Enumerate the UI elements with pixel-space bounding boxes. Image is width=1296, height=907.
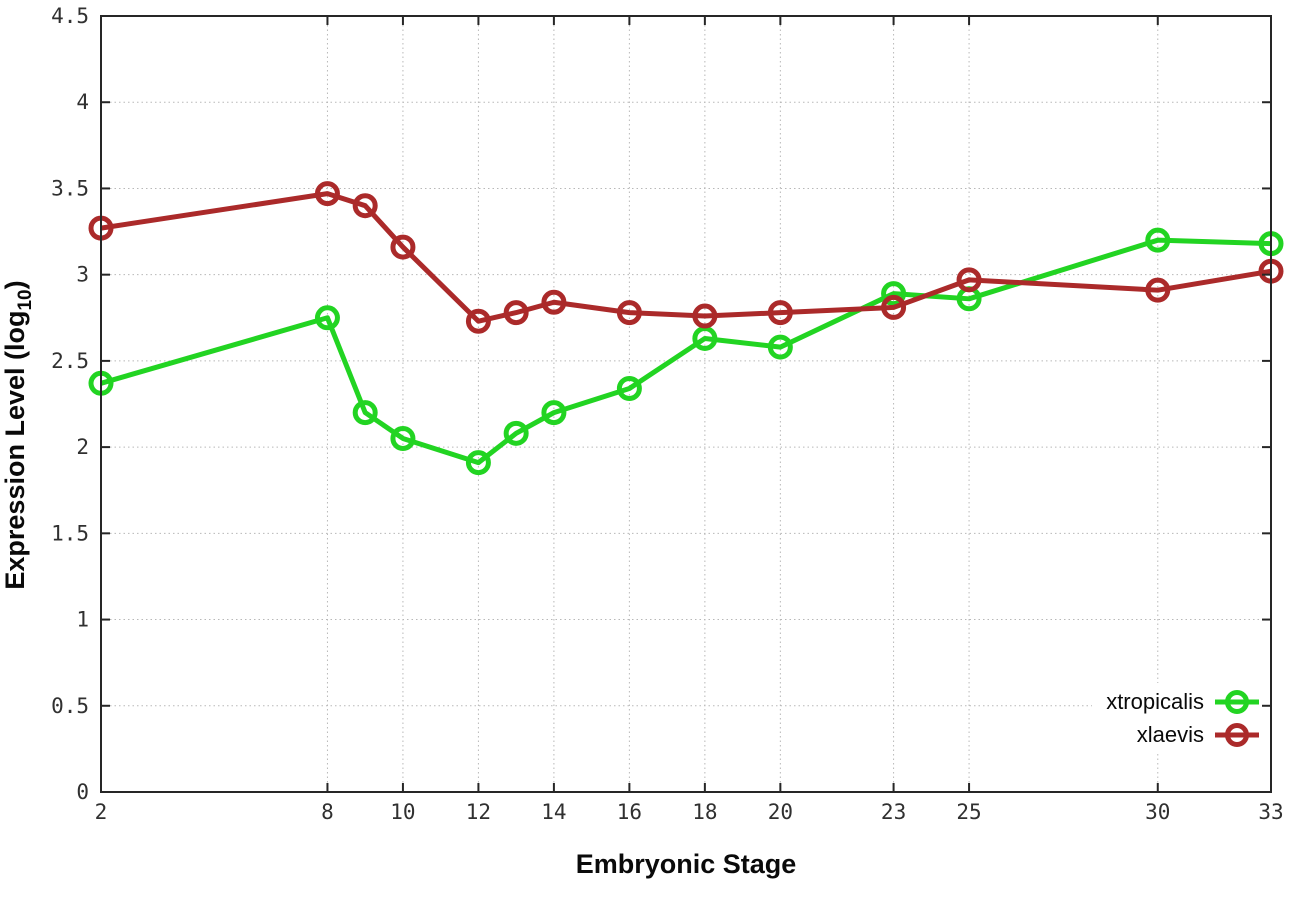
series-line-xtropicalis (100, 237, 1272, 466)
plot-border (100, 15, 1272, 793)
legend-marker-xtropicalis-icon (1215, 689, 1259, 714)
data-point-xlaevis-stage-18 (692, 303, 718, 329)
series-layer (88, 181, 1284, 476)
x-tick-label: 30 (1145, 800, 1170, 824)
legend-item-xtropicalis: xtropicalis (1106, 685, 1260, 718)
data-point-xtropicalis-stage-30 (1145, 227, 1171, 253)
y-tick-label: 1.5 (51, 521, 89, 545)
data-point-xlaevis-stage-8 (314, 181, 340, 207)
data-point-xtropicalis-stage-12 (465, 450, 491, 476)
y-tick-label: 2 (76, 435, 89, 459)
legend-label-xlaevis: xlaevis (1136, 721, 1204, 747)
y-tick-label: 1 (76, 608, 89, 632)
data-point-xtropicalis-stage-9 (352, 400, 378, 426)
legend-label-xtropicalis: xtropicalis (1106, 688, 1204, 714)
data-point-xtropicalis-stage-14 (541, 400, 567, 426)
data-point-xlaevis-stage-16 (616, 300, 642, 326)
x-axis-title: Embryonic Stage (576, 849, 797, 879)
x-tick-label: 8 (321, 800, 334, 824)
data-point-xtropicalis-stage-13 (503, 420, 529, 446)
data-point-xlaevis-stage-20 (767, 300, 793, 326)
data-point-xtropicalis-stage-16 (616, 375, 642, 401)
data-point-xlaevis-stage-25 (956, 267, 982, 293)
x-tick-label: 20 (768, 800, 793, 824)
x-tick-label: 33 (1258, 800, 1283, 824)
x-tick-label: 18 (692, 800, 717, 824)
y-axis-title: Expression Level (log10) (0, 280, 36, 589)
data-point-xlaevis-stage-14 (541, 289, 567, 315)
x-tick-label: 14 (541, 800, 566, 824)
axes-layer (100, 15, 1272, 793)
y-tick-label: 3.5 (51, 176, 89, 200)
data-point-xlaevis-stage-9 (352, 193, 378, 219)
x-tick-label: 10 (390, 800, 415, 824)
x-tick-label: 16 (617, 800, 642, 824)
grid-layer (101, 15, 1271, 792)
y-tick-label: 3 (76, 263, 89, 287)
data-point-xtropicalis-stage-8 (314, 305, 340, 331)
data-point-xtropicalis-stage-10 (390, 425, 416, 451)
y-tick-label: 0 (76, 780, 89, 804)
data-point-xlaevis-stage-23 (881, 294, 907, 320)
x-tick-label: 23 (881, 800, 906, 824)
data-point-xtropicalis-stage-20 (767, 334, 793, 360)
x-tick-label: 25 (956, 800, 981, 824)
x-tick-label: 2 (95, 800, 108, 824)
legend-item-xlaevis: xlaevis (1106, 718, 1260, 751)
legend-marker-xlaevis-icon (1215, 722, 1259, 747)
tick-label-layer: 0 0.5 1 1.5 2 2.5 3 3.5 4 4.5 2 8 10 12 14 16 18 20 23 25 30… (51, 4, 1284, 824)
data-point-xlaevis-stage-10 (390, 234, 416, 260)
data-point-xtropicalis-stage-23 (881, 281, 907, 307)
data-point-xlaevis-stage-13 (503, 300, 529, 326)
legend: xtropicalis xlaevis (1092, 683, 1260, 753)
data-point-xlaevis-stage-30 (1145, 277, 1171, 303)
y-tick-label: 0.5 (51, 694, 89, 718)
y-tick-label: 4 (76, 90, 89, 114)
data-point-xlaevis-stage-12 (465, 308, 491, 334)
y-tick-label: 2.5 (51, 349, 89, 373)
y-tick-label: 4.5 (51, 4, 89, 28)
x-tick-label: 12 (466, 800, 491, 824)
